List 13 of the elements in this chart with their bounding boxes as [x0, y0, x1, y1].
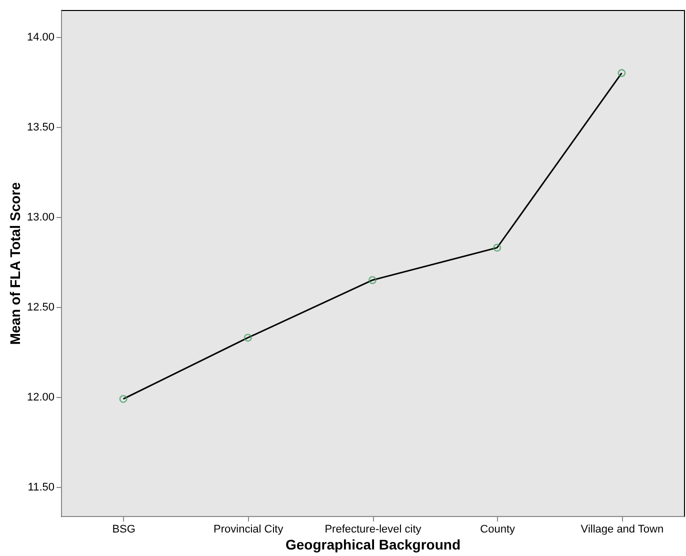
- y-tick-label: 12.50: [26, 302, 54, 314]
- x-tick-label: Provincial City: [214, 524, 284, 536]
- y-tick-label: 13.00: [26, 212, 54, 224]
- y-tick-label: 11.50: [28, 482, 54, 494]
- x-axis-title: Geographical Background: [285, 536, 461, 552]
- y-tick-label: 13.50: [26, 122, 54, 134]
- x-tick-label: BSG: [112, 524, 136, 536]
- x-tick-label: Village and Town: [580, 524, 664, 536]
- x-tick-label: County: [480, 524, 516, 536]
- x-tick-label: Prefecture-level city: [324, 524, 422, 536]
- y-tick-label: 14.00: [26, 32, 54, 44]
- y-tick-label: 12.00: [26, 392, 54, 404]
- y-axis-title: Mean of FLA Total Score: [6, 182, 23, 345]
